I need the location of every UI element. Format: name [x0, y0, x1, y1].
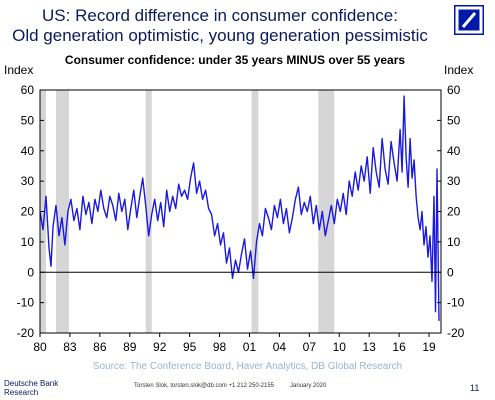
- y-tick-label-right-50: 50: [447, 113, 461, 127]
- y-tick-label-left-60: 60: [21, 83, 35, 97]
- x-tick-label-07: 07: [303, 340, 317, 354]
- x-tick-label-04: 04: [273, 340, 287, 354]
- y-axis-label-right: Index: [444, 63, 473, 77]
- x-tick-label-83: 83: [63, 340, 77, 354]
- footer-brand: Deutsche Bank Research: [4, 379, 59, 397]
- recession-band-1: [55, 90, 69, 333]
- x-tick-label-13: 13: [362, 340, 376, 354]
- x-tick-label-98: 98: [213, 340, 227, 354]
- y-tick-label-right-0: 0: [447, 265, 454, 279]
- footer-page-number: 11: [470, 383, 480, 393]
- y-tick-label-right-20: 20: [447, 205, 461, 219]
- x-tick-label-92: 92: [153, 340, 167, 354]
- y-tick-label-right-10: 10: [447, 235, 461, 249]
- x-tick-label-01: 01: [243, 340, 257, 354]
- x-tick-label-86: 86: [93, 340, 107, 354]
- series-line: [39, 95, 440, 321]
- y-axis-label-left: Index: [4, 63, 33, 77]
- footer-author: Torsten Slok, torsten.slok@db.com +1 212…: [134, 383, 275, 389]
- y-tick-label-right-30: 30: [447, 174, 461, 188]
- x-tick-label-10: 10: [333, 340, 347, 354]
- recession-band-2: [145, 90, 152, 333]
- chart-title-line-2: Old generation optimistic, young generat…: [12, 26, 428, 45]
- y-tick-label-left-30: 30: [21, 174, 35, 188]
- y-tick-label-left-10: 10: [21, 235, 35, 249]
- recession-bands: [40, 90, 335, 333]
- y-tick-label-left--20: -20: [17, 326, 35, 340]
- x-tick-label-19: 19: [422, 340, 436, 354]
- x-tick-label-89: 89: [123, 340, 137, 354]
- chart-source: Source: The Conference Board, Haver Anal…: [92, 361, 403, 372]
- y-tick-label-right--10: -10: [447, 296, 465, 310]
- y-tick-label-right--20: -20: [447, 326, 465, 340]
- x-tick-label-95: 95: [183, 340, 197, 354]
- x-tick-label-16: 16: [392, 340, 406, 354]
- y-tick-label-right-40: 40: [447, 144, 461, 158]
- y-tick-label-right-60: 60: [447, 83, 461, 97]
- y-tick-label-left-20: 20: [21, 205, 35, 219]
- logo-slash-icon: [455, 6, 483, 34]
- plot-frame: [39, 89, 442, 334]
- chart-title-line-1: US: Record difference in consumer confid…: [42, 6, 398, 25]
- series-line-layer: [39, 95, 440, 321]
- chart-subtitle: Consumer confidence: under 35 years MINU…: [65, 53, 405, 67]
- y-tick-label-left-40: 40: [21, 144, 35, 158]
- deutsche-bank-logo: [454, 5, 484, 35]
- x-tick-label-80: 80: [33, 340, 47, 354]
- y-tick-label-left--10: -10: [17, 296, 35, 310]
- recession-band-3: [251, 90, 259, 333]
- y-tick-label-left-0: 0: [27, 265, 34, 279]
- y-tick-label-left-50: 50: [21, 113, 35, 127]
- footer-date: January 2020: [290, 383, 327, 389]
